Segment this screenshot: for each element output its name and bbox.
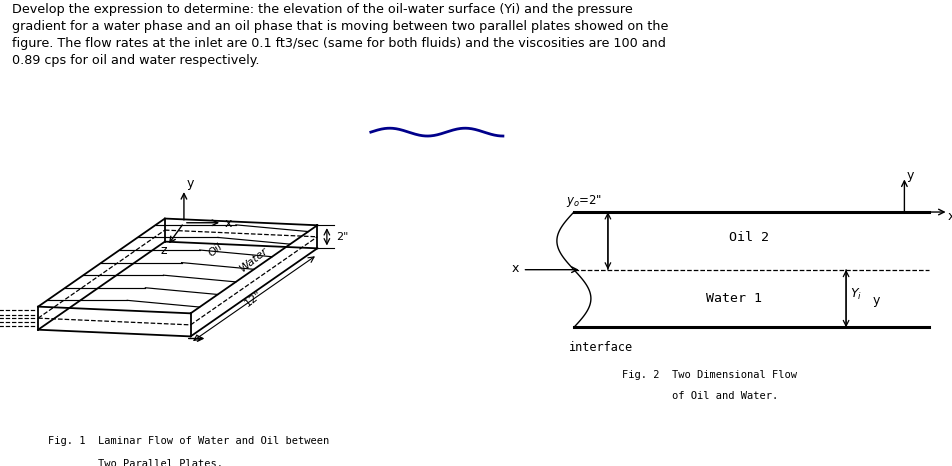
Text: $Y_i$: $Y_i$ xyxy=(849,287,861,302)
Text: Water: Water xyxy=(238,246,269,274)
Text: x: x xyxy=(947,210,952,223)
Text: interface: interface xyxy=(568,341,632,354)
Text: z: z xyxy=(160,244,167,257)
Text: Develop the expression to determine: the elevation of the oil-water surface (Yi): Develop the expression to determine: the… xyxy=(12,3,668,67)
Text: $y_o$=2": $y_o$=2" xyxy=(565,193,602,209)
Text: Fig. 2  Two Dimensional Flow: Fig. 2 Two Dimensional Flow xyxy=(622,370,797,380)
Text: y: y xyxy=(186,177,193,190)
Text: x: x xyxy=(225,217,231,230)
Text: y: y xyxy=(906,169,913,182)
Text: Oil: Oil xyxy=(207,241,225,258)
Text: of Oil and Water.: of Oil and Water. xyxy=(622,391,778,401)
Text: 2": 2" xyxy=(336,232,348,242)
Text: Water 1: Water 1 xyxy=(705,292,762,305)
Text: 12": 12" xyxy=(243,289,265,309)
Text: Fig. 1  Laminar Flow of Water and Oil between: Fig. 1 Laminar Flow of Water and Oil bet… xyxy=(48,436,328,446)
Text: y: y xyxy=(872,294,880,307)
Text: Oil 2: Oil 2 xyxy=(728,231,768,244)
Text: Two Parallel Plates.: Two Parallel Plates. xyxy=(48,459,223,466)
Text: x: x xyxy=(511,261,519,274)
